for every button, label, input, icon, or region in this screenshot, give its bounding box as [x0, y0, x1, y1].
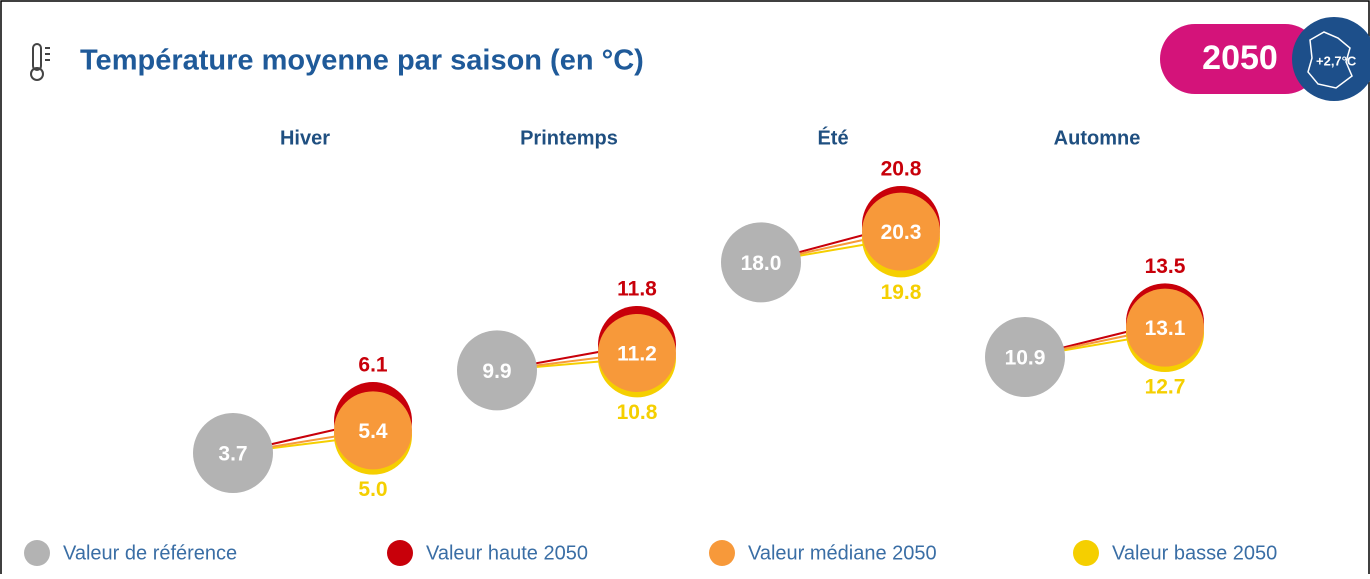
category-label: Automne — [1054, 127, 1141, 149]
value-label: 11.8 — [617, 278, 657, 301]
value-label: 12.7 — [1145, 376, 1186, 399]
value-label: 6.1 — [358, 354, 388, 377]
dot — [1126, 288, 1204, 367]
value-label: 13.1 — [1145, 317, 1186, 340]
badge-circle — [1292, 17, 1370, 101]
value-label: 20.8 — [881, 158, 922, 181]
value-label: 9.9 — [482, 360, 511, 383]
value-label: 13.5 — [1145, 255, 1186, 278]
dot — [862, 192, 940, 271]
value-label: 5.0 — [358, 478, 387, 501]
chart-title: Température moyenne par saison (en °C) — [80, 45, 644, 77]
dot — [334, 391, 412, 470]
value-label: 10.8 — [617, 401, 658, 424]
badge — [1160, 24, 1320, 94]
value-label: 11.2 — [617, 343, 657, 366]
reference-dot — [721, 222, 801, 303]
dot — [598, 314, 676, 392]
value-label: 20.3 — [881, 221, 922, 244]
legend-swatch — [1073, 540, 1099, 566]
category-label: Été — [817, 126, 848, 149]
badge-note: +2,7°C — [1316, 53, 1357, 68]
thermometer-icon — [30, 43, 50, 81]
france-icon — [1307, 31, 1353, 89]
category-label: Printemps — [520, 127, 618, 149]
value-label: 3.7 — [218, 443, 247, 466]
reference-dot — [985, 317, 1065, 397]
category-label: Hiver — [280, 127, 330, 149]
value-label: 10.9 — [1005, 347, 1046, 370]
value-label: 19.8 — [881, 281, 922, 304]
reference-dot — [457, 330, 537, 411]
legend-swatch — [387, 540, 413, 566]
legend-swatch — [709, 540, 735, 566]
legend-label: Valeur médiane 2050 — [748, 542, 937, 564]
badge-year: 2050 — [1202, 39, 1278, 77]
value-label: 18.0 — [741, 252, 782, 275]
legend-label: Valeur haute 2050 — [426, 542, 588, 564]
legend-label: Valeur basse 2050 — [1112, 542, 1277, 564]
legend-swatch — [24, 540, 50, 566]
value-label: 5.4 — [358, 420, 388, 443]
legend-label: Valeur de référence — [63, 542, 237, 564]
reference-dot — [193, 413, 273, 493]
